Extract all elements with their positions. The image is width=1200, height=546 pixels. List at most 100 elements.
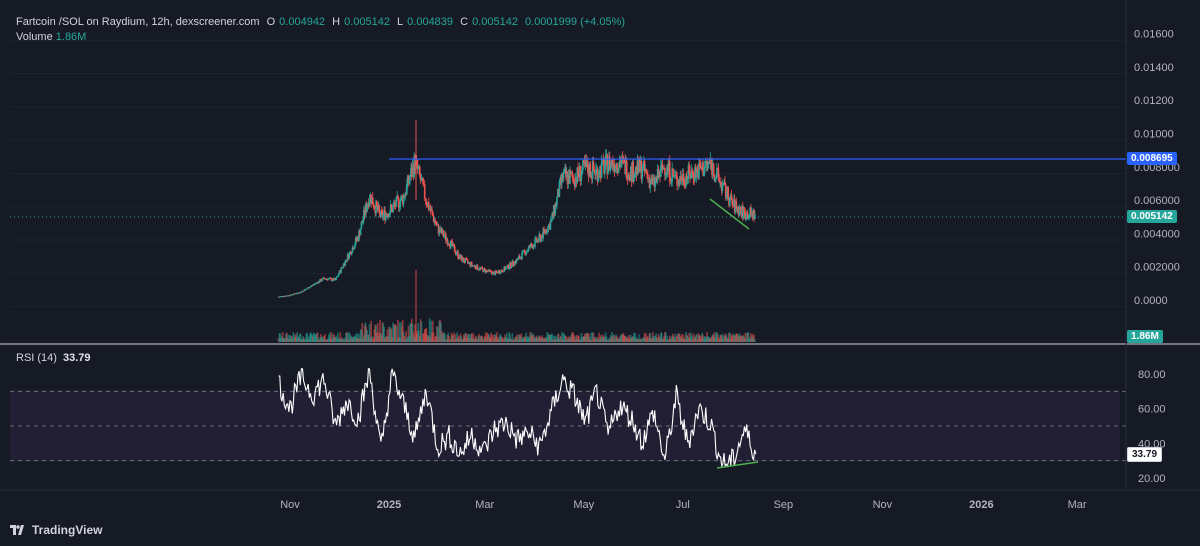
candle-body (380, 210, 383, 212)
candle-body (707, 163, 709, 166)
volume-bar (667, 339, 669, 342)
volume-bar (587, 333, 589, 342)
candle-body (733, 198, 735, 205)
volume-bar (508, 332, 510, 342)
candle-body (483, 268, 485, 273)
volume-bar (652, 335, 655, 342)
candle-body (750, 207, 752, 214)
candle-body (703, 166, 706, 173)
candle-body (388, 213, 390, 217)
volume-bar (287, 334, 290, 342)
candle-body (485, 270, 488, 273)
candle-body (726, 187, 729, 197)
volume-bar (651, 332, 654, 342)
candle-body (566, 172, 569, 185)
candle-body (311, 285, 313, 287)
candle-body (468, 262, 471, 264)
candle-body (362, 219, 364, 223)
tradingview-logo[interactable]: TradingView (10, 523, 102, 537)
candle-body (586, 161, 588, 167)
volume-bar (401, 326, 403, 342)
volume-bar (369, 337, 372, 342)
volume-bar (496, 339, 499, 342)
volume-bar (380, 333, 382, 342)
candle-body (338, 270, 341, 275)
candle-body (302, 290, 305, 292)
candle-body (512, 260, 514, 265)
volume-bar (387, 336, 389, 342)
candle-body (686, 178, 689, 180)
volume-bar (319, 336, 321, 342)
volume-bar (334, 336, 337, 342)
candle-body (517, 257, 519, 261)
chart-header: Fartcoin /SOL on Raydium, 12h, dexscreen… (16, 16, 629, 28)
candle-body (304, 289, 307, 291)
volume-bar (621, 333, 624, 342)
volume-bar (507, 338, 510, 342)
candle-body (453, 245, 456, 253)
candle-body (550, 219, 553, 222)
volume-bar (329, 338, 332, 342)
candle-body (632, 162, 635, 182)
volume-bar (298, 337, 300, 342)
volume-bar (470, 333, 473, 342)
low-label: L (397, 16, 404, 28)
volume-bar (465, 333, 467, 342)
volume-bar (411, 323, 414, 342)
volume-bar (584, 336, 587, 342)
candle-body (312, 284, 315, 286)
candle-body (371, 197, 373, 205)
volume-bar (598, 332, 600, 342)
price-axis-label: 0.004000 (1134, 228, 1180, 240)
volume-bar (503, 338, 506, 342)
candle-body (385, 213, 388, 215)
volume-bar (431, 332, 433, 342)
volume-bar (321, 336, 324, 342)
candle-body (647, 177, 650, 179)
volume-bar (589, 339, 592, 342)
volume-bar (394, 324, 397, 342)
candle-body (650, 179, 652, 184)
candle-body (686, 175, 688, 180)
volume-bar (716, 334, 719, 342)
volume-bar (650, 338, 652, 342)
volume-bar (278, 332, 281, 342)
candle-body (683, 182, 686, 185)
candle-body (490, 270, 493, 273)
volume-bar (629, 338, 631, 342)
candle-body (609, 161, 612, 170)
volume-bar (544, 338, 546, 342)
candle-body (648, 177, 651, 188)
candle-body (401, 195, 404, 204)
volume-value: 1.86M (55, 31, 87, 43)
volume-bar (534, 338, 536, 342)
volume-bar (682, 334, 685, 342)
volume-bar (426, 334, 428, 342)
volume-bar (709, 337, 712, 342)
candle-body (620, 163, 622, 167)
candle-body (679, 176, 682, 184)
volume-bar (551, 333, 553, 342)
candle-body (413, 156, 415, 177)
candle-body (419, 167, 421, 176)
volume-bar (528, 336, 531, 342)
candle-body (703, 172, 705, 176)
candle-body (497, 270, 500, 274)
volume-bar (332, 334, 334, 342)
volume-bar (604, 332, 607, 342)
candle-body (585, 160, 587, 167)
volume-bar (717, 339, 720, 342)
candle-body (281, 296, 283, 298)
volume-bar (352, 337, 355, 342)
volume-bar (523, 337, 526, 342)
volume-bar (577, 335, 579, 342)
volume-bar (587, 333, 590, 342)
candle-body (354, 237, 357, 245)
candle-body (511, 260, 514, 267)
volume-bar (563, 334, 566, 342)
candle-body (292, 294, 295, 296)
volume-bar (474, 337, 476, 342)
volume-bar (407, 325, 410, 342)
candle-body (728, 199, 730, 206)
